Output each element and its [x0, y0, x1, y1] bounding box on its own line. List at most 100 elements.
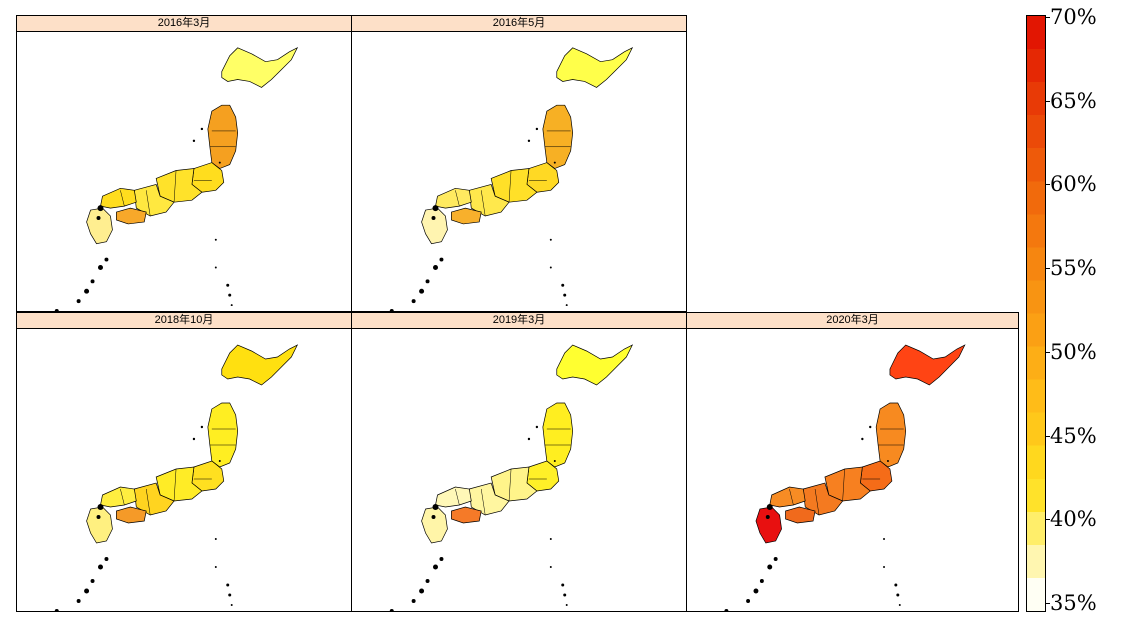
island [97, 504, 104, 510]
island [549, 238, 552, 241]
legend-label: 65% [1050, 89, 1097, 113]
island [230, 304, 233, 307]
region-hokkaido [556, 344, 634, 386]
island [98, 564, 103, 570]
panel-title: 2016年5月 [352, 16, 686, 32]
region-kinki [133, 183, 175, 217]
island [200, 425, 204, 429]
island [549, 566, 552, 568]
island [389, 609, 394, 611]
legend-label: 60% [1050, 172, 1097, 196]
island [76, 299, 81, 304]
panel-title: 2018年10月 [17, 313, 351, 329]
legend-tick [1046, 17, 1050, 18]
region-chugoku [100, 187, 137, 209]
island [883, 566, 886, 568]
region-kinki [468, 183, 510, 217]
island [535, 425, 539, 429]
island [192, 139, 196, 143]
legend-label: 70% [1050, 5, 1097, 29]
region-hokkaido [889, 344, 966, 386]
region-kinki [802, 482, 844, 516]
island [759, 579, 764, 583]
island [565, 604, 568, 606]
map-panel: 2019年3月 [351, 312, 687, 612]
japan-map [389, 344, 634, 611]
region-shikoku [451, 207, 482, 225]
island [563, 593, 567, 597]
legend-tick [1046, 184, 1050, 185]
island [883, 538, 886, 540]
island [535, 127, 539, 131]
region-tohoku [542, 402, 574, 468]
island [765, 515, 770, 519]
island [746, 599, 751, 603]
island [96, 515, 101, 519]
legend-label: 45% [1050, 424, 1097, 448]
legend-label: 35% [1050, 591, 1097, 615]
region-hokkaido [221, 344, 299, 386]
island [439, 557, 444, 561]
island [773, 557, 778, 561]
legend-tick [1046, 519, 1050, 520]
japan-map [54, 47, 299, 311]
region-shikoku [785, 506, 816, 524]
island [425, 279, 430, 284]
region-tohoku [207, 104, 239, 169]
island [54, 309, 59, 311]
region-kyushu [755, 506, 782, 544]
region-kinki [133, 482, 175, 516]
region-chugoku [435, 187, 472, 209]
japan-map [724, 344, 966, 611]
island [433, 264, 438, 270]
region-kyushu [86, 506, 113, 544]
island [218, 460, 221, 462]
legend-tick [1046, 352, 1050, 353]
island [226, 283, 230, 287]
legend-tick [1046, 436, 1050, 437]
island [527, 437, 531, 441]
island [90, 279, 95, 284]
island [419, 288, 425, 294]
island [54, 609, 59, 611]
color-scale-bar [1026, 15, 1046, 612]
legend-tick [1046, 603, 1050, 604]
region-hokkaido [221, 47, 299, 88]
island [76, 599, 81, 603]
prefecture-borders [789, 428, 904, 516]
island [218, 161, 221, 164]
island [90, 579, 95, 583]
legend-tick [1046, 101, 1050, 102]
island [84, 288, 90, 294]
island [869, 425, 872, 429]
region-kyushu [86, 207, 113, 245]
island [561, 583, 565, 587]
island [553, 161, 556, 164]
island [419, 588, 425, 594]
prefecture-borders [120, 130, 236, 217]
region-tohoku [542, 104, 574, 169]
region-shikoku [451, 506, 482, 524]
island [431, 216, 436, 220]
island [565, 304, 568, 307]
region-kyushu [421, 207, 448, 245]
region-kinki [468, 482, 510, 516]
island [896, 593, 900, 597]
island [98, 264, 103, 270]
island [886, 460, 889, 462]
island [894, 583, 898, 587]
island [389, 309, 394, 311]
island [767, 564, 773, 570]
island [192, 437, 196, 441]
japan-map [389, 47, 634, 311]
region-tohoku [875, 402, 907, 468]
island [425, 579, 430, 583]
island [214, 538, 217, 540]
island [753, 588, 759, 594]
island [104, 557, 109, 561]
island [898, 604, 901, 606]
region-chugoku [100, 486, 137, 508]
island [432, 504, 439, 510]
region-chugoku [769, 486, 806, 508]
region-chugoku [435, 486, 472, 508]
